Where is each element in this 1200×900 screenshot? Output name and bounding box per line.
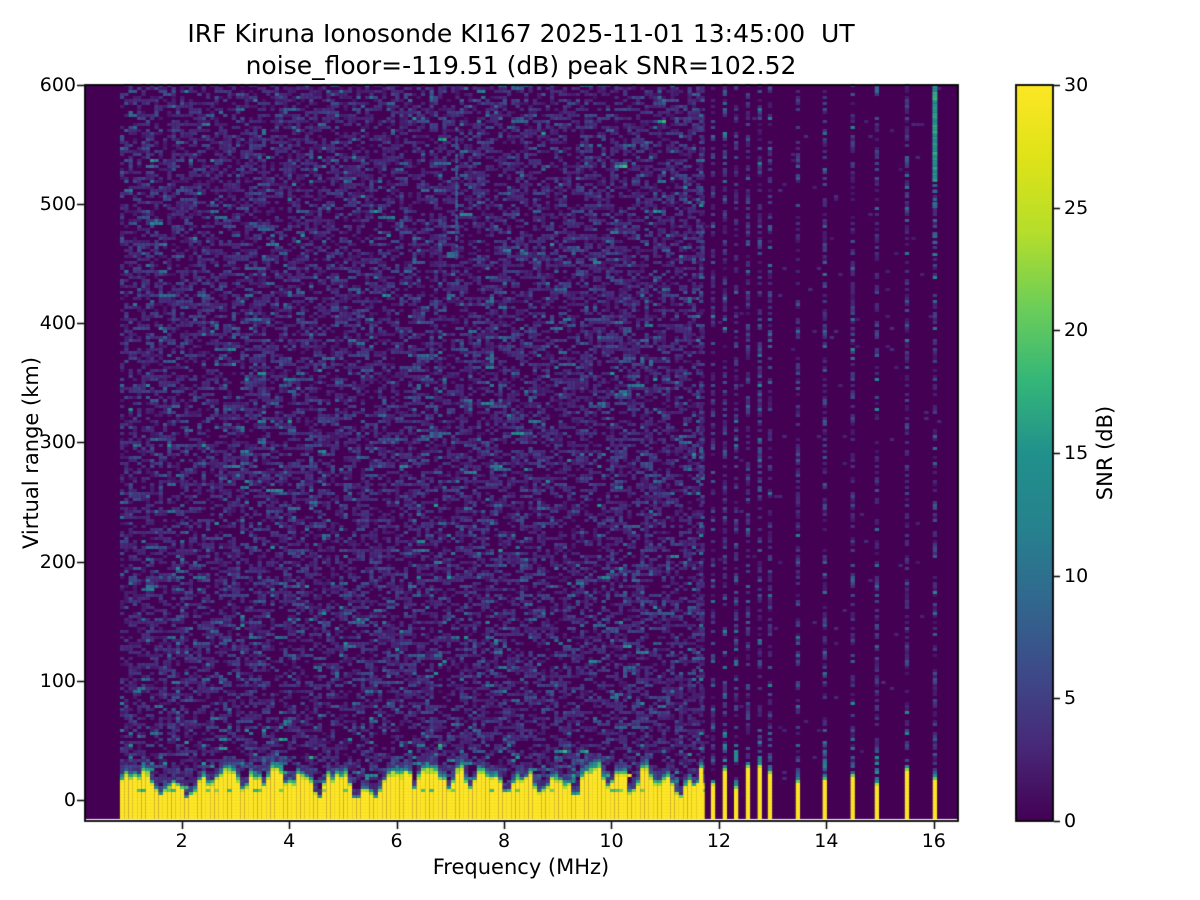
colorbar-tick-label: 15 (1064, 442, 1089, 464)
y-tick-label: 500 (39, 193, 76, 216)
chart-subtitle: noise_floor=-119.51 (dB) peak SNR=102.52 (245, 51, 797, 80)
colorbar-label: SNR (dB) (1093, 405, 1117, 501)
x-tick-label: 14 (814, 830, 839, 852)
x-tick-label: 12 (706, 830, 732, 852)
y-tick-label: 100 (39, 669, 76, 692)
colorbar-tick-label: 25 (1064, 196, 1089, 219)
chart-title: IRF Kiruna Ionosonde KI167 2025-11-01 13… (187, 19, 855, 48)
colorbar-tick-label: 0 (1064, 810, 1077, 832)
x-tick-label: 4 (283, 830, 296, 852)
colorbar-tick-label: 30 (1064, 74, 1089, 96)
x-tick-label: 6 (390, 830, 403, 852)
x-tick-label: 10 (599, 830, 624, 852)
y-tick-label: 400 (39, 312, 76, 335)
y-tick-label: 300 (39, 431, 76, 454)
colorbar-tick-label: 10 (1064, 564, 1089, 587)
x-tick-label: 8 (497, 830, 511, 852)
y-tick-label: 0 (63, 788, 76, 811)
x-axis-label: Frequency (MHz) (432, 855, 610, 879)
colorbar-tick-label: 20 (1064, 319, 1089, 342)
x-tick-label: 16 (921, 830, 946, 852)
y-tick-label: 600 (39, 74, 76, 96)
x-tick-label: 2 (175, 830, 188, 852)
colorbar-tick-label: 5 (1064, 687, 1077, 710)
y-tick-label: 200 (39, 550, 76, 573)
